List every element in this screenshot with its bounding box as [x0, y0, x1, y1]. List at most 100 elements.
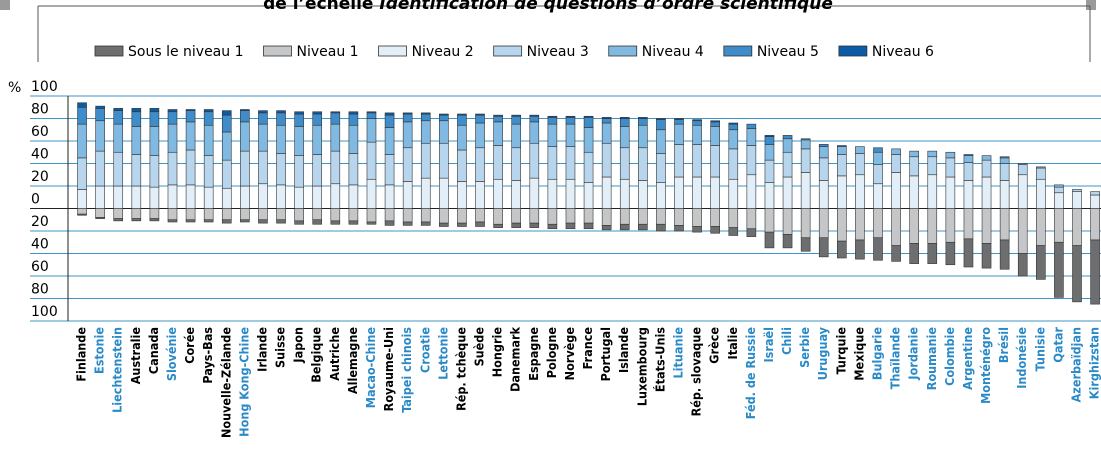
- x-tick-label: Canada: [146, 327, 161, 374]
- x-tick-label: Thaïlande: [888, 327, 903, 390]
- x-tick-label: Turquie: [833, 327, 848, 375]
- bar-segment: [800, 172, 811, 209]
- bar-segment: [764, 136, 775, 145]
- legend-swatch: [378, 45, 407, 57]
- x-tick-label: Italie: [725, 327, 740, 360]
- bar-segment: [330, 220, 341, 225]
- bar-segment: [656, 119, 666, 131]
- bar-segment: [873, 183, 883, 209]
- y-tick-label: 80: [31, 102, 49, 118]
- bar-segment: [240, 121, 250, 152]
- bar-segment: [746, 228, 757, 237]
- bar-segment: [746, 208, 757, 230]
- bar-segment: [945, 157, 956, 178]
- bar-segment: [601, 122, 612, 144]
- bar-segment: [420, 113, 431, 122]
- bar-segment: [402, 112, 413, 115]
- bar-segment: [330, 123, 341, 152]
- x-tick-label: Croatie: [417, 327, 432, 373]
- bar-segment: [185, 121, 196, 151]
- bar-segment: [420, 112, 431, 115]
- bar-segment: [583, 182, 594, 209]
- legend-swatch: [493, 45, 523, 57]
- bar-segment: [746, 145, 757, 176]
- x-tick-label: Pays-Bas: [200, 327, 215, 384]
- bar-segment: [674, 176, 684, 209]
- bar-segment: [891, 154, 901, 173]
- x-tick-label: Australie: [128, 327, 143, 385]
- bar-segment: [619, 117, 630, 119]
- bar-segment: [420, 142, 431, 179]
- bar-segment: [692, 208, 702, 227]
- bar-segment: [312, 219, 323, 225]
- bar-segment: [999, 163, 1010, 181]
- legend-label: Niveau 5: [757, 44, 819, 60]
- bar-segment: [728, 148, 739, 180]
- bar-segment: [131, 218, 142, 222]
- y-tick-label: 100: [31, 79, 58, 95]
- bar-segment: [909, 243, 919, 264]
- bar-segment: [601, 117, 612, 119]
- bar-segment: [746, 128, 757, 146]
- bar-segment: [366, 112, 377, 119]
- x-tick-label: Slovénie: [164, 327, 179, 381]
- bar-segment: [185, 219, 196, 223]
- bar-segment: [692, 226, 702, 233]
- bar-segment: [384, 154, 395, 186]
- bar-segment: [240, 185, 250, 209]
- bar-segment: [638, 118, 648, 126]
- bar-segment: [674, 225, 684, 232]
- bar-segment: [782, 234, 793, 249]
- x-tick-label: Irlande: [254, 327, 269, 372]
- bar-segment: [221, 110, 232, 116]
- bar-segment: [167, 111, 178, 125]
- x-tick-label: Jordanie: [906, 327, 921, 381]
- bar-segment: [149, 186, 160, 209]
- bar-segment: [203, 111, 214, 126]
- bar-segment: [221, 187, 232, 209]
- bar-segment: [493, 145, 503, 180]
- bar-segment: [909, 150, 919, 158]
- bar-segment: [638, 180, 648, 209]
- bar-segment: [258, 183, 268, 209]
- legend-swatch: [838, 45, 868, 57]
- bar-segment: [348, 153, 359, 186]
- bar-segment: [493, 121, 503, 146]
- bar-segment: [619, 223, 630, 231]
- bar-segment: [638, 223, 648, 231]
- bar-segment: [330, 183, 341, 209]
- y-tick-label: 0: [31, 192, 40, 208]
- bar-segment: [366, 208, 377, 223]
- bar-segment: [818, 237, 829, 258]
- bar-segment: [583, 151, 594, 183]
- bar-segment: [221, 114, 232, 133]
- bar-segment: [95, 208, 105, 218]
- x-tick-label: Allemagne: [345, 327, 360, 394]
- bar-segment: [185, 149, 196, 186]
- bar-segment: [420, 120, 431, 144]
- bar-segment: [692, 119, 702, 122]
- bar-segment: [909, 175, 919, 209]
- bar-segment: [1054, 184, 1064, 188]
- x-tick-label: Corée: [182, 327, 197, 364]
- bar-segment: [131, 185, 142, 209]
- bar-segment: [692, 144, 702, 178]
- bar-segment: [873, 151, 883, 165]
- bar-segment: [800, 148, 811, 173]
- bar-segment: [601, 208, 612, 226]
- x-tick-label: États-Unis: [652, 327, 667, 392]
- bar-segment: [728, 122, 739, 125]
- bar-segment: [855, 146, 865, 154]
- bar-segment: [167, 208, 178, 221]
- bar-segment: [782, 208, 793, 235]
- bar-segment: [565, 146, 576, 180]
- bar-segment: [782, 176, 793, 209]
- bar-segment: [638, 117, 648, 119]
- bar-segment: [511, 180, 522, 209]
- bar-segment: [981, 155, 992, 161]
- x-tick-label: Brésil: [996, 327, 1011, 363]
- bar-segment: [294, 111, 304, 115]
- bar-segment: [366, 178, 377, 209]
- bar-segment: [529, 115, 540, 123]
